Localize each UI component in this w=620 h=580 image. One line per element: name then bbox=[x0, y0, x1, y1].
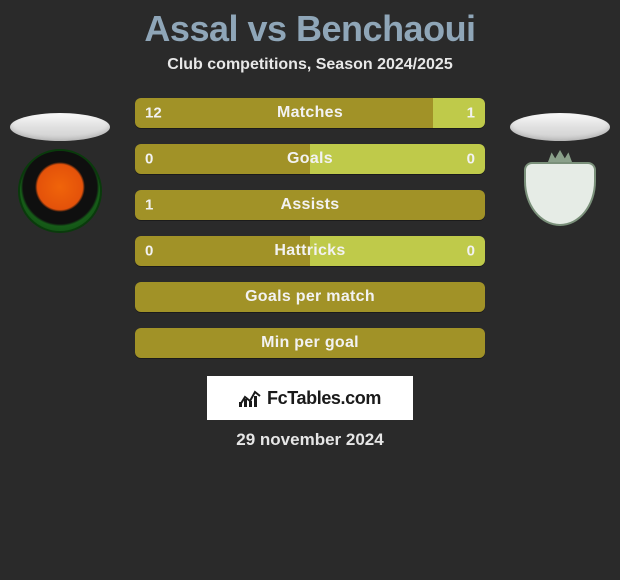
bar-label: Min per goal bbox=[135, 334, 485, 352]
stat-bars: Matches121Goals00Assists1Hattricks00Goal… bbox=[135, 98, 485, 358]
bar-value-left: 0 bbox=[145, 243, 153, 260]
bar-value-left: 0 bbox=[145, 151, 153, 168]
right-player-column bbox=[510, 113, 610, 231]
opponent-badge-icon bbox=[518, 154, 602, 228]
stat-bar-row: Min per goal bbox=[135, 328, 485, 358]
bar-value-left: 12 bbox=[145, 105, 162, 122]
bar-label: Matches bbox=[135, 104, 485, 122]
bar-value-right: 1 bbox=[467, 105, 475, 122]
stat-bar-row: Hattricks0 0 bbox=[135, 236, 485, 266]
brand-text: FcTables.com bbox=[267, 388, 381, 409]
left-player-oval bbox=[10, 113, 110, 141]
bar-label: Goals bbox=[135, 150, 485, 168]
bar-label: Assists bbox=[135, 196, 485, 214]
right-player-oval bbox=[510, 113, 610, 141]
stat-bar-row: Matches12 1 bbox=[135, 98, 485, 128]
date-text: 29 november 2024 bbox=[0, 430, 620, 450]
bar-value-right: 0 bbox=[467, 243, 475, 260]
left-club-badge bbox=[10, 151, 110, 231]
left-player-column bbox=[10, 113, 110, 231]
shield-icon bbox=[524, 162, 596, 226]
right-club-badge bbox=[510, 151, 610, 231]
stat-bar-row: Goals per match bbox=[135, 282, 485, 312]
subtitle: Club competitions, Season 2024/2025 bbox=[0, 56, 620, 74]
brand-box[interactable]: FcTables.com bbox=[207, 376, 413, 420]
bar-value-left: 1 bbox=[145, 197, 153, 214]
stat-bar-row: Assists1 bbox=[135, 190, 485, 220]
page-title: Assal vs Benchaoui bbox=[0, 8, 620, 50]
comparison-card: Assal vs Benchaoui Club competitions, Se… bbox=[0, 0, 620, 450]
bar-label: Hattricks bbox=[135, 242, 485, 260]
stat-bar-row: Goals0 0 bbox=[135, 144, 485, 174]
stats-area: Matches121Goals00Assists1Hattricks00Goal… bbox=[0, 98, 620, 358]
rs-berkane-badge-icon bbox=[18, 149, 102, 233]
bar-value-right: 0 bbox=[467, 151, 475, 168]
fctables-logo-icon bbox=[239, 389, 261, 407]
crown-icon bbox=[548, 150, 572, 162]
bar-label: Goals per match bbox=[135, 288, 485, 306]
